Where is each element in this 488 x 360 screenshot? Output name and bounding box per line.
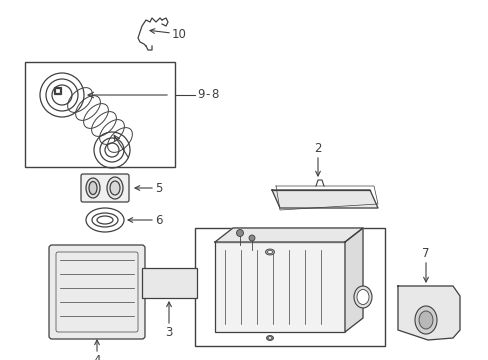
Text: 8: 8 bbox=[210, 89, 218, 102]
Polygon shape bbox=[397, 286, 459, 340]
Polygon shape bbox=[271, 190, 377, 208]
Bar bbox=[54, 87, 61, 94]
Ellipse shape bbox=[107, 177, 123, 199]
Text: -: - bbox=[204, 89, 209, 102]
Bar bbox=[55, 88, 60, 93]
Bar bbox=[195, 228, 384, 346]
Text: 6: 6 bbox=[128, 213, 162, 226]
Text: 4: 4 bbox=[93, 340, 101, 360]
FancyBboxPatch shape bbox=[81, 174, 129, 202]
Ellipse shape bbox=[110, 181, 120, 195]
Bar bbox=[215, 242, 345, 332]
FancyBboxPatch shape bbox=[49, 245, 145, 339]
Text: 10: 10 bbox=[150, 27, 186, 40]
Text: 5: 5 bbox=[135, 181, 162, 194]
Text: 9: 9 bbox=[197, 89, 204, 102]
Bar bbox=[142, 268, 197, 298]
Ellipse shape bbox=[86, 178, 100, 198]
Ellipse shape bbox=[418, 311, 432, 329]
Ellipse shape bbox=[353, 286, 371, 308]
Circle shape bbox=[236, 230, 243, 237]
Ellipse shape bbox=[89, 181, 97, 194]
Ellipse shape bbox=[267, 251, 272, 253]
Ellipse shape bbox=[267, 337, 271, 339]
Polygon shape bbox=[345, 228, 362, 332]
Circle shape bbox=[248, 235, 254, 241]
Ellipse shape bbox=[265, 249, 274, 255]
Polygon shape bbox=[215, 228, 362, 242]
Text: 7: 7 bbox=[421, 247, 429, 282]
Text: 2: 2 bbox=[314, 142, 321, 176]
Bar bbox=[25, 62, 175, 167]
Text: 3: 3 bbox=[165, 302, 172, 339]
Ellipse shape bbox=[414, 306, 436, 334]
Ellipse shape bbox=[356, 289, 368, 305]
Ellipse shape bbox=[266, 336, 273, 341]
